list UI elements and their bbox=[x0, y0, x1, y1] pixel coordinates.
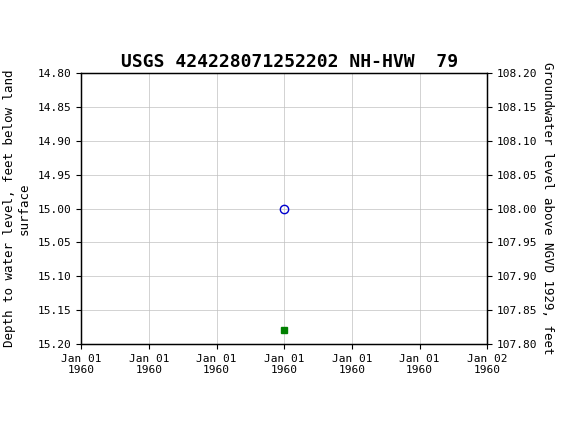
Y-axis label: Groundwater level above NGVD 1929, feet: Groundwater level above NGVD 1929, feet bbox=[541, 62, 554, 355]
Text: USGS 424228071252202 NH-HVW  79: USGS 424228071252202 NH-HVW 79 bbox=[121, 53, 459, 71]
Y-axis label: Depth to water level, feet below land
surface: Depth to water level, feet below land su… bbox=[3, 70, 31, 347]
Text: ≡USGS: ≡USGS bbox=[17, 16, 81, 36]
